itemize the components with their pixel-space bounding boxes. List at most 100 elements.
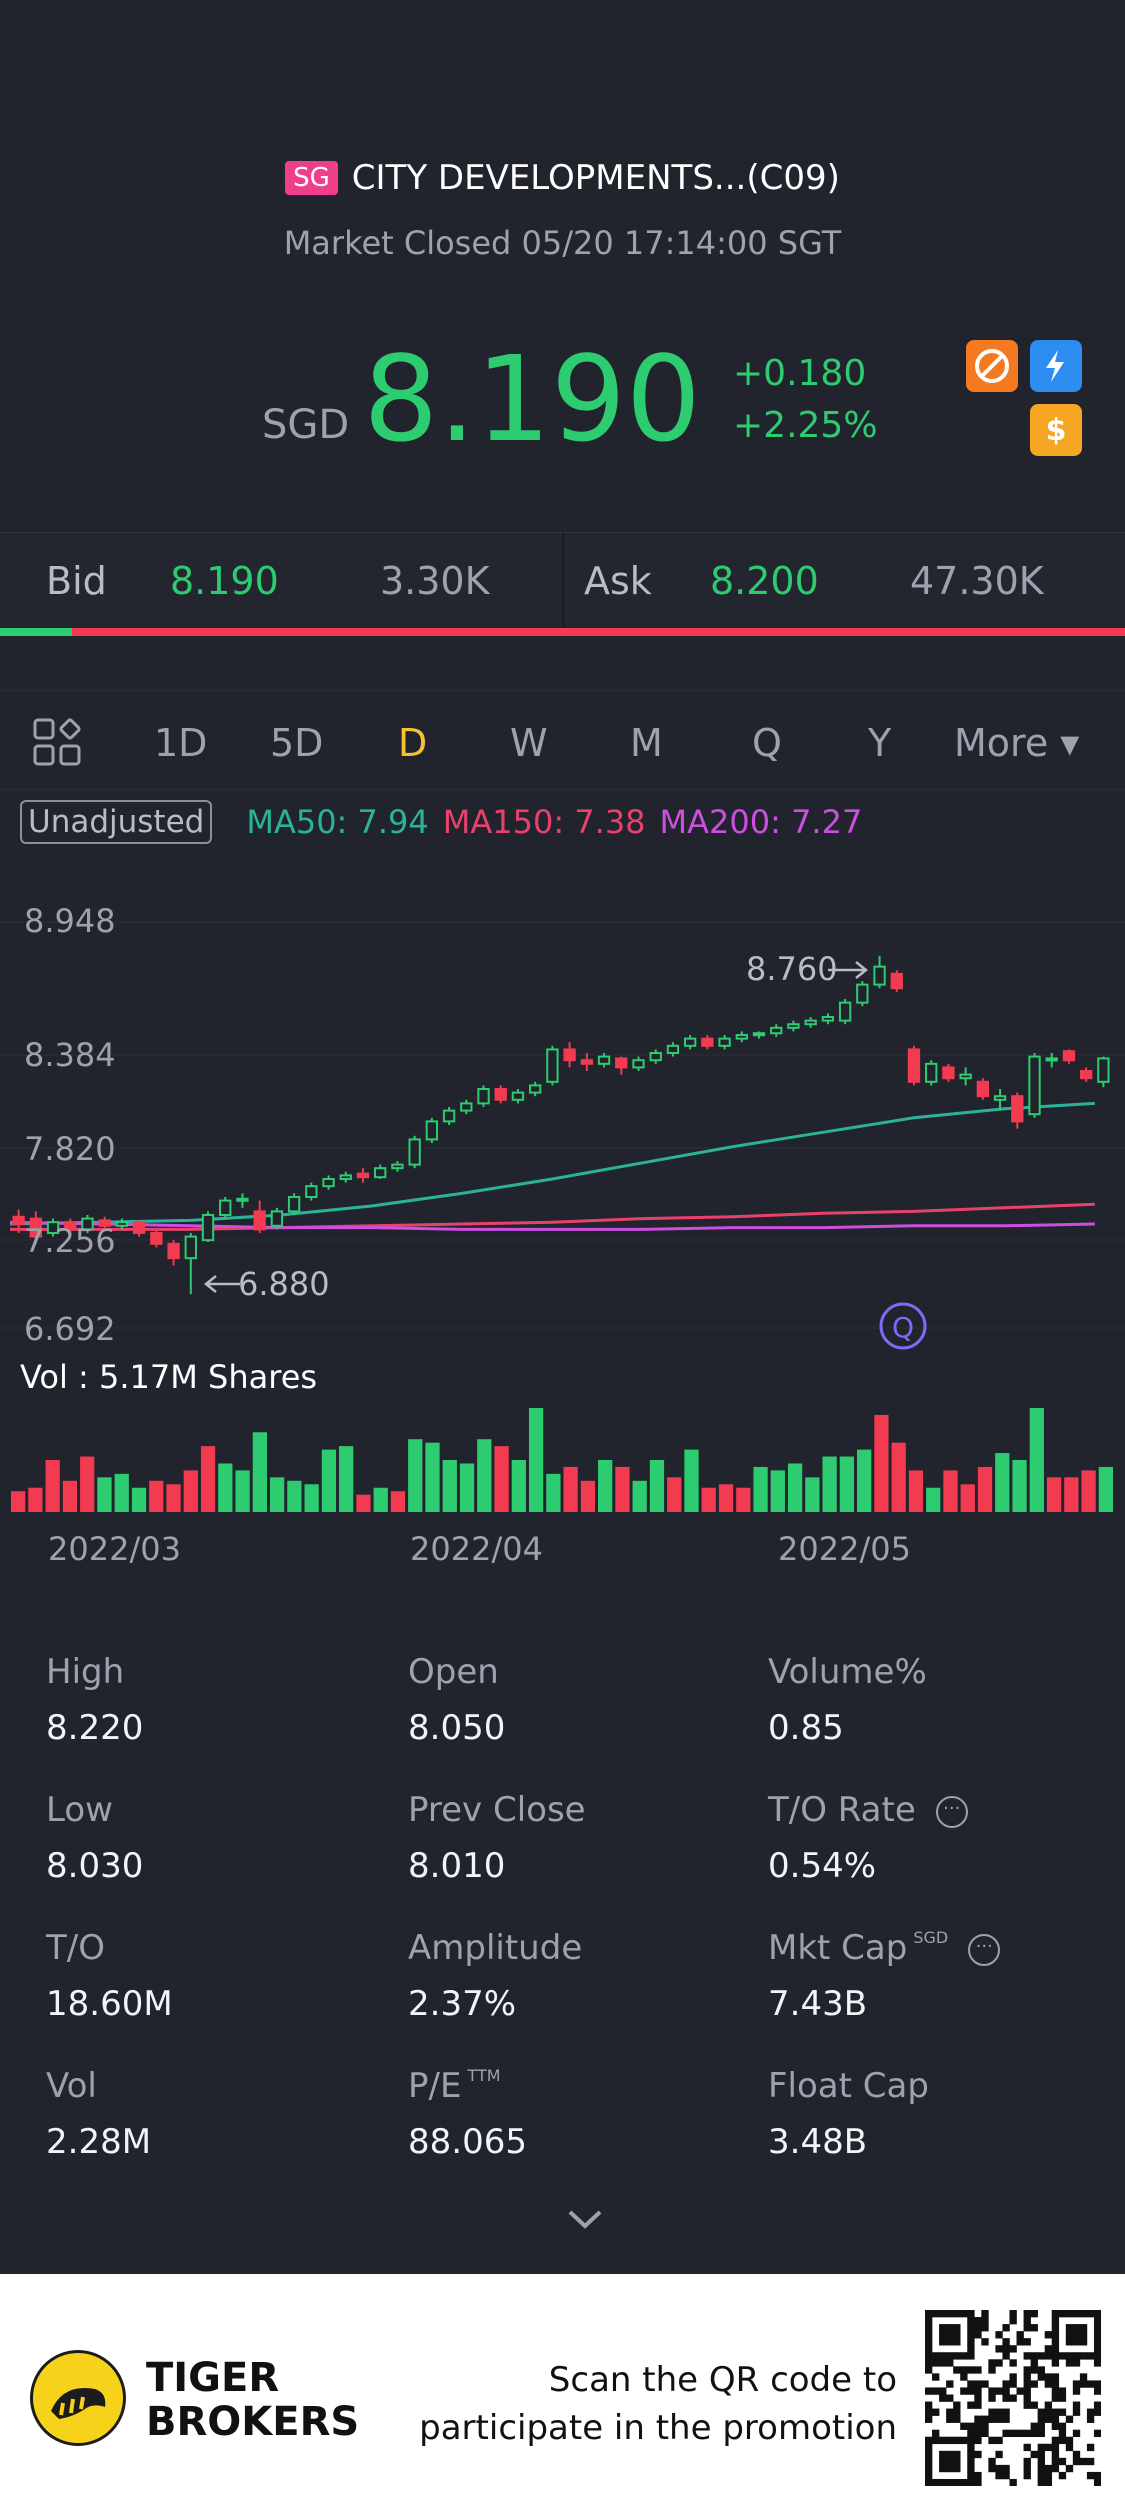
tab-month[interactable]: M [630, 721, 663, 765]
tab-year[interactable]: Y [868, 721, 892, 765]
quote-search-icon[interactable]: Q [879, 1302, 927, 1350]
qr-module [1044, 2345, 1053, 2353]
tab-quarter[interactable]: Q [752, 721, 782, 765]
ma50-label: MA50: 7.94 [246, 803, 429, 841]
qr-module [1002, 2345, 1010, 2353]
stat-label: T/O [46, 1928, 105, 1968]
stat-value: 8.220 [46, 1708, 144, 1748]
qr-module [925, 2436, 933, 2445]
qr-module [967, 2443, 975, 2452]
qr-module [1065, 2310, 1074, 2318]
stock-title: CITY DEVELOPMENTS...(C09) [351, 158, 840, 198]
brand-line-1: TIGER [146, 2355, 280, 2401]
qr-module [1002, 2352, 1010, 2360]
ma-line-ma50 [9, 1101, 1095, 1226]
qr-module [1023, 2394, 1031, 2402]
qr-module [1072, 2338, 1081, 2346]
stat-label: Amplitude [408, 1928, 583, 1968]
candle-body [115, 1221, 129, 1227]
qr-module [981, 2429, 989, 2438]
qr-module [1093, 2387, 1101, 2395]
candle-body [201, 1213, 215, 1242]
candle-body [718, 1037, 731, 1047]
qr-module [1058, 2310, 1067, 2318]
candle-body [925, 1062, 938, 1083]
volume-bar [200, 1446, 216, 1512]
candle-body [132, 1221, 146, 1234]
qr-module [1023, 2366, 1031, 2374]
candle-body [976, 1080, 990, 1098]
qr-module [967, 2464, 975, 2473]
qr-module [967, 2317, 975, 2325]
adjust-toggle[interactable]: Unadjusted [20, 800, 213, 844]
qr-module [939, 2310, 947, 2318]
qr-module [981, 2310, 989, 2318]
volume-bar [373, 1487, 388, 1512]
volume-bar [615, 1466, 630, 1512]
qr-module [960, 2310, 968, 2318]
tab-more[interactable]: More ▾ [954, 721, 1080, 765]
qr-module [932, 2387, 940, 2395]
qr-module [988, 2464, 996, 2473]
qr-module [1093, 2408, 1101, 2416]
qr-module [981, 2380, 989, 2388]
qr-module [939, 2478, 947, 2486]
qr-module [953, 2450, 961, 2459]
qr-module [1051, 2408, 1060, 2416]
qr-module [1037, 2443, 1045, 2452]
candle-body [374, 1167, 387, 1179]
candle-body [701, 1037, 714, 1047]
qr-module [925, 2331, 933, 2339]
tab-day[interactable]: D [398, 721, 428, 765]
stat-float-cap: Float Cap 3.48B [768, 2066, 929, 2162]
no-short-icon[interactable] [966, 340, 1018, 392]
tab-1d[interactable]: 1D [154, 721, 208, 765]
x-tick-label: 2022/05 [778, 1530, 911, 1568]
candle-body [12, 1215, 25, 1225]
qr-module [967, 2324, 975, 2332]
dollar-icon[interactable]: $ [1030, 404, 1082, 456]
candles [12, 955, 1110, 1295]
volume-label: Vol : 5.17M Shares [20, 1358, 317, 1396]
ma-line-ma200 [9, 1220, 1095, 1231]
brand-line-2: BROKERS [146, 2399, 360, 2445]
qr-module [1051, 2338, 1060, 2346]
qr-module [953, 2366, 961, 2374]
qr-module [1072, 2359, 1081, 2367]
qr-module [960, 2387, 968, 2395]
qr-module [1044, 2415, 1053, 2423]
expand-chevron-icon[interactable] [566, 2208, 604, 2236]
qr-module [925, 2366, 933, 2374]
tab-5d[interactable]: 5D [270, 721, 324, 765]
qr-module [1030, 2401, 1038, 2409]
volume-bar [891, 1442, 906, 1512]
candle-body [442, 1109, 456, 1123]
layout-grid-icon[interactable] [32, 717, 82, 771]
volume-bar [80, 1456, 95, 1512]
x-tick-label: 2022/04 [410, 1530, 543, 1568]
candlestick-chart[interactable]: 8.948 8.384 7.820 7.256 6.692 8.760 6.88… [0, 880, 1125, 1580]
qr-module [1093, 2429, 1101, 2438]
candle-body [942, 1066, 955, 1080]
qr-module [1058, 2387, 1067, 2395]
stat-mkt-cap: Mkt Cap SGD ··· 7.43B [768, 1928, 1001, 2024]
qr-module [1044, 2380, 1053, 2388]
flash-icon[interactable] [1030, 340, 1082, 392]
stat-label: P/E [408, 2066, 462, 2106]
more-info-icon[interactable]: ··· [935, 1795, 968, 1828]
candle-body [287, 1195, 301, 1213]
qr-module [925, 2338, 933, 2346]
candle-body [64, 1221, 77, 1231]
candle-body [959, 1073, 972, 1080]
tab-week[interactable]: W [510, 721, 548, 765]
more-info-icon[interactable]: ··· [968, 1933, 1001, 1966]
qr-module [939, 2436, 947, 2445]
candle-body [993, 1095, 1007, 1101]
qr-module [1023, 2464, 1031, 2473]
qr-module [953, 2324, 961, 2332]
ma-line-ma150 [10, 1202, 1095, 1231]
qr-code-icon[interactable] [925, 2310, 1101, 2486]
qr-module [1044, 2443, 1053, 2452]
volume-bar [1012, 1460, 1027, 1512]
stat-value: 18.60M [46, 1984, 173, 2024]
